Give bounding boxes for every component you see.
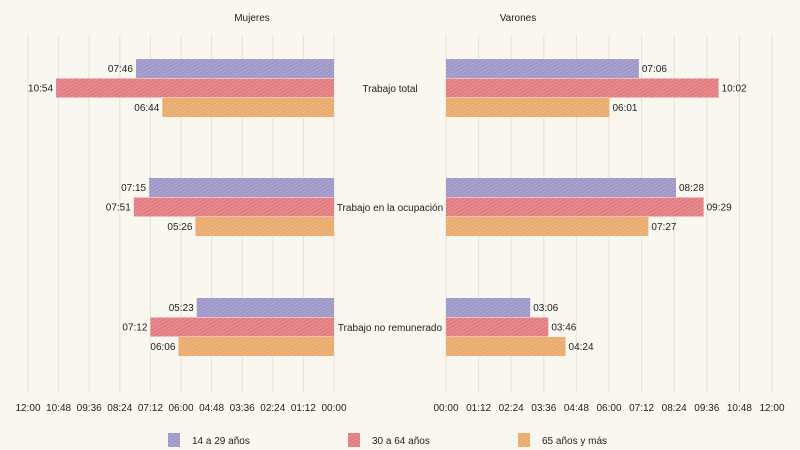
x-tick-label: 12:00 [759,403,784,414]
data-label: 04:24 [569,342,594,353]
bar [446,178,677,197]
bar [446,317,549,337]
legend-swatch [348,433,360,447]
bar [133,197,334,217]
bar [446,78,719,98]
panel-title: Mujeres [234,13,270,24]
x-tick-label: 08:24 [662,403,687,414]
bar [196,298,334,317]
x-tick-label: 02:24 [260,403,285,414]
x-tick-label: 03:36 [531,403,556,414]
data-label: 05:23 [169,303,194,314]
data-label: 07:06 [642,64,667,75]
data-label: 06:01 [612,103,637,114]
bar [149,178,334,197]
bar [195,217,334,236]
bar [446,59,639,78]
x-tick-label: 02:24 [499,403,524,414]
data-label: 06:44 [134,103,159,114]
x-tick-label: 00:00 [321,403,346,414]
x-tick-label: 01:12 [466,403,491,414]
data-label: 09:29 [707,203,732,214]
data-label: 07:15 [121,183,146,194]
x-tick-label: 01:12 [291,403,316,414]
bar [446,337,566,356]
data-label: 10:54 [28,84,53,95]
bar [446,98,610,117]
bar [150,317,334,337]
data-label: 06:06 [150,342,175,353]
x-tick-label: 07:12 [629,403,654,414]
category-label: Trabajo en la ocupación [337,203,443,214]
legend-swatch [168,433,180,447]
category-label: Trabajo total [362,84,417,95]
category-label: Trabajo no remunerado [338,323,443,334]
bar [178,337,334,356]
data-label: 05:26 [167,222,192,233]
data-label: 07:46 [108,64,133,75]
x-tick-label: 06:00 [596,403,621,414]
x-tick-label: 03:36 [230,403,255,414]
data-label: 10:02 [722,84,747,95]
x-tick-label: 04:48 [564,403,589,414]
data-label: 08:28 [679,183,704,194]
bar [162,98,334,117]
panel-title: Varones [500,13,537,24]
bar [446,197,704,217]
x-tick-label: 08:24 [107,403,132,414]
legend-label: 65 años y más [542,436,607,447]
x-tick-label: 04:48 [199,403,224,414]
x-tick-label: 09:36 [694,403,719,414]
bar [135,59,334,78]
data-label: 07:12 [122,323,147,334]
x-tick-label: 09:36 [77,403,102,414]
bar [446,217,649,236]
x-tick-label: 10:48 [727,403,752,414]
legend-swatch [518,433,530,447]
data-label: 07:51 [106,203,131,214]
bar [56,78,335,98]
data-label: 03:06 [533,303,558,314]
x-tick-label: 10:48 [46,403,71,414]
x-tick-label: 00:00 [433,403,458,414]
x-tick-label: 06:00 [168,403,193,414]
data-label: 07:27 [651,222,676,233]
legend-label: 30 a 64 años [372,436,430,447]
bar [446,298,531,317]
legend-label: 14 a 29 años [192,436,250,447]
x-tick-label: 07:12 [138,403,163,414]
x-tick-label: 12:00 [15,403,40,414]
data-label: 03:46 [551,323,576,334]
